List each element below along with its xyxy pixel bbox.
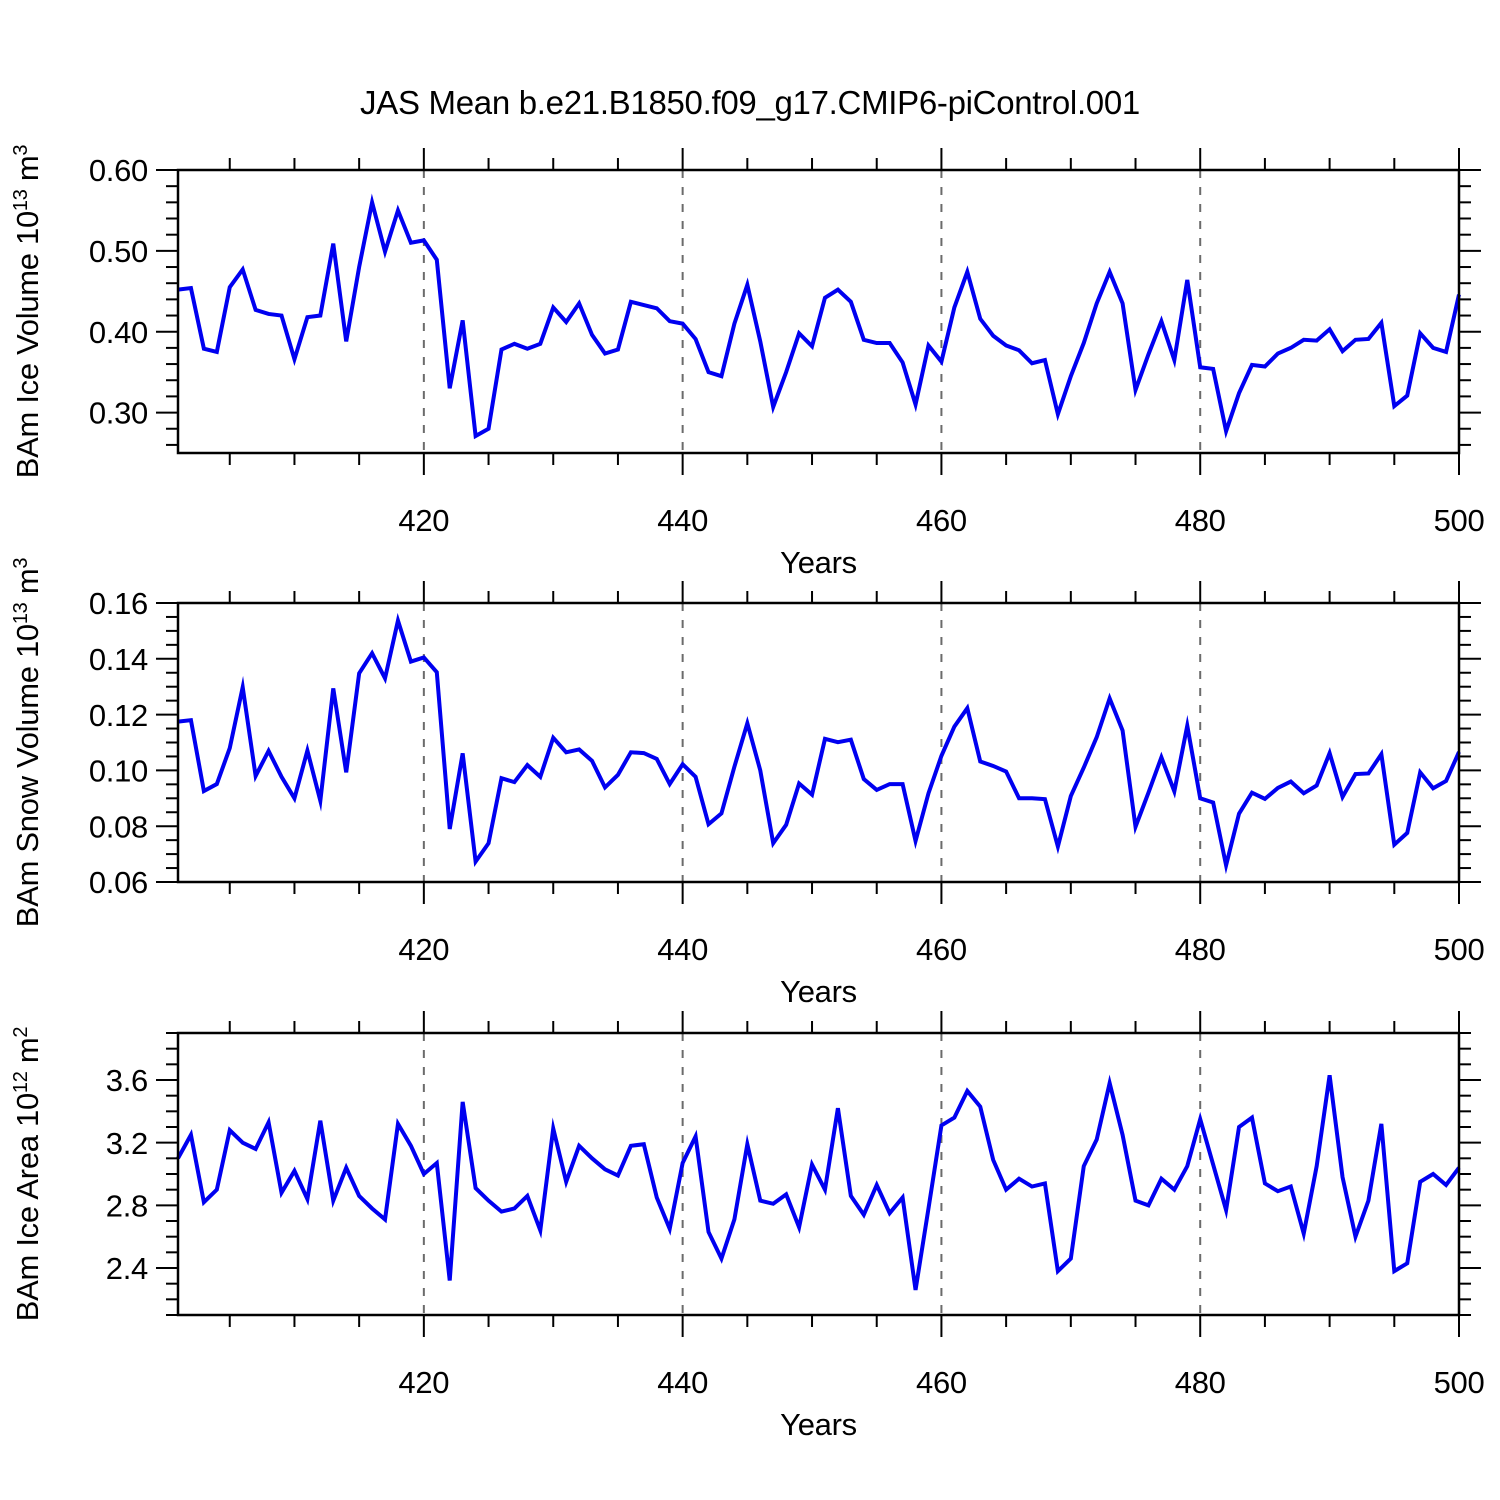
- x-tick-label: 500: [1434, 1365, 1485, 1400]
- x-tick-label: 460: [916, 503, 967, 538]
- y-axis-title: BAm Snow Volume 1013 m3: [10, 558, 45, 928]
- y-tick-label: 0.60: [89, 153, 148, 188]
- axis-ticks: [156, 1011, 1481, 1337]
- y-tick-label: 0.06: [89, 865, 148, 900]
- x-gridlines: [422, 170, 1202, 453]
- y-tick-label: 3.2: [106, 1126, 148, 1161]
- y-axis-title: BAm Ice Volume 1013 m3: [10, 145, 45, 479]
- x-tick-label: 420: [398, 932, 449, 967]
- y-tick-label: 0.14: [89, 642, 148, 677]
- y-tick-label: 3.6: [106, 1063, 148, 1098]
- panel-bam-ice-volume: 0.30 0.40 0.50 0.60 420 440 460 480 500 Years BAm …: [10, 145, 1485, 581]
- y-tick-label: 0.12: [89, 698, 148, 733]
- y-tick-label: 2.4: [106, 1251, 148, 1286]
- y-tick-label: 0.10: [89, 754, 148, 789]
- x-gridlines: [422, 603, 1202, 882]
- x-tick-label: 500: [1434, 503, 1485, 538]
- y-tick-label: 0.08: [89, 809, 148, 844]
- x-tick-label: 460: [916, 1365, 967, 1400]
- y-tick-label: 0.30: [89, 396, 148, 431]
- plot-border: [176, 601, 1461, 884]
- plot-border: [176, 168, 1461, 455]
- x-axis-title: Years: [780, 1407, 857, 1442]
- x-tick-label: 480: [1175, 503, 1226, 538]
- x-tick-label: 440: [657, 503, 708, 538]
- y-axis-title: BAm Ice Area 1012 m2: [10, 1027, 45, 1322]
- x-tick-label: 480: [1175, 1365, 1226, 1400]
- x-axis-title: Years: [780, 974, 857, 1009]
- axis-ticks: [156, 148, 1481, 475]
- x-tick-label: 420: [398, 1365, 449, 1400]
- x-tick-label: 440: [657, 1365, 708, 1400]
- x-tick-label: 440: [657, 932, 708, 967]
- x-axis-title: Years: [780, 545, 857, 580]
- bam-ice-volume-series-line: [177, 193, 1461, 440]
- y-tick-label: 2.8: [106, 1188, 148, 1223]
- bam-ice-area-series-line: [176, 1074, 1461, 1291]
- x-tick-label: 480: [1175, 932, 1226, 967]
- panel-bam-ice-area: 2.4 2.8 3.2 3.6 420 440 460 480 500 Years BAm Ice …: [10, 1011, 1485, 1442]
- y-tick-label: 0.40: [89, 315, 148, 350]
- chart-title: JAS Mean b.e21.B1850.f09_g17.CMIP6-piCon…: [360, 84, 1140, 121]
- bam-snow-volume-series-line: [177, 612, 1461, 875]
- y-tick-label: 0.50: [89, 234, 148, 269]
- x-tick-label: 460: [916, 932, 967, 967]
- axis-ticks: [156, 581, 1481, 904]
- x-tick-label: 420: [398, 503, 449, 538]
- y-tick-label: 0.16: [89, 586, 148, 621]
- panel-bam-snow-volume: 0.06 0.08 0.10 0.12 0.14 0.16 420 440 460 480 500 Y…: [10, 558, 1485, 1010]
- x-tick-label: 500: [1434, 932, 1485, 967]
